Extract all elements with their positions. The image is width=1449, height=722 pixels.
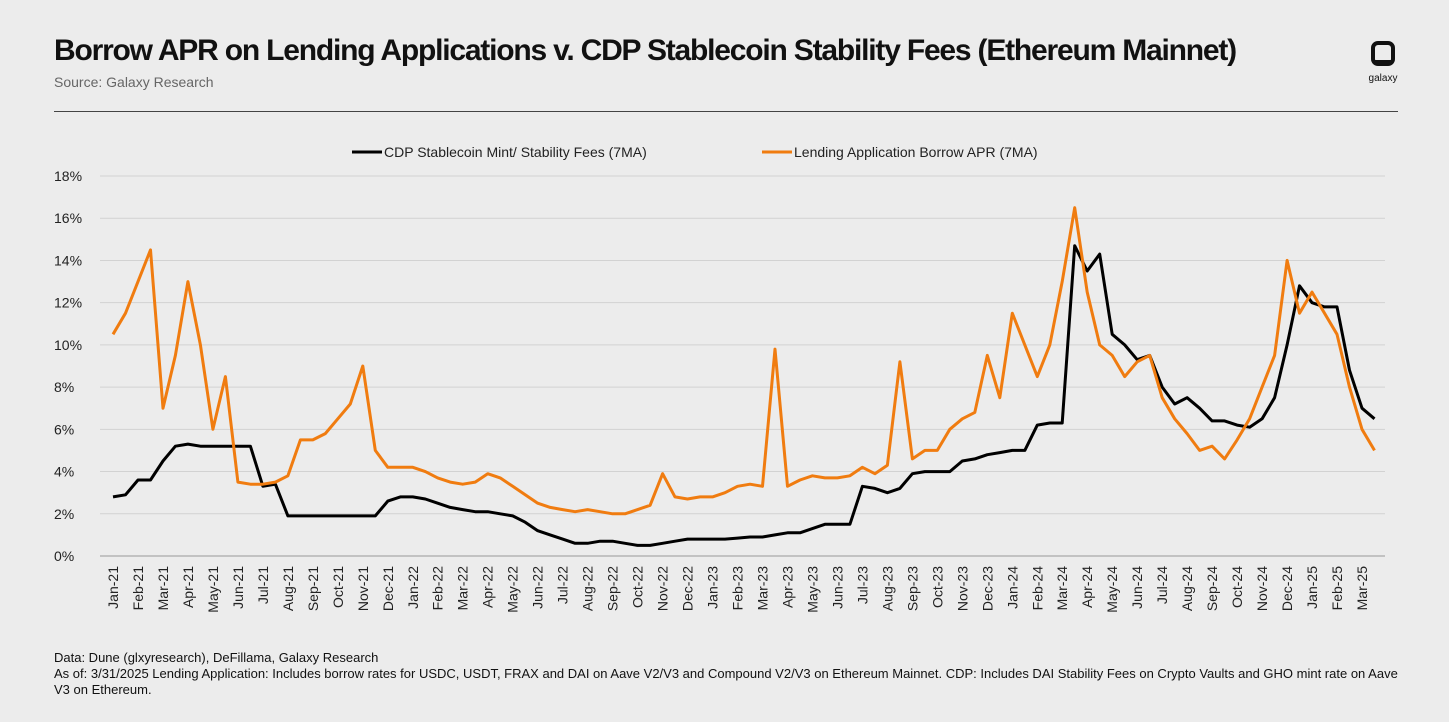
logo-text: galaxy — [1368, 73, 1398, 84]
chart-subtitle: Source: Galaxy Research — [54, 74, 214, 90]
x-tick-label: Feb-21 — [130, 566, 146, 611]
x-tick-label: Jan-23 — [705, 566, 721, 609]
x-tick-label: Feb-24 — [1029, 566, 1045, 611]
x-tick-label: May-23 — [804, 566, 820, 613]
x-tick-label: Sep-22 — [605, 566, 621, 611]
x-tick-label: Mar-22 — [455, 566, 471, 611]
x-tick-label: Apr-23 — [779, 566, 795, 608]
series-line — [112, 244, 1376, 547]
x-tick-label: Jan-22 — [405, 566, 421, 609]
note: As of: 3/31/2025 Lending Application: In… — [54, 666, 1398, 697]
y-tick-label: 12% — [54, 295, 82, 311]
y-tick-label: 4% — [54, 464, 74, 480]
divider — [54, 111, 1398, 112]
x-tick-label: Nov-24 — [1254, 566, 1270, 611]
x-tick-label: Jan-25 — [1304, 566, 1320, 609]
y-tick-label: 14% — [54, 252, 82, 268]
x-tick-label: Mar-24 — [1054, 566, 1070, 611]
x-tick-label: Sep-24 — [1204, 566, 1220, 611]
x-tick-label: Feb-23 — [730, 566, 746, 611]
x-tick-label: Mar-23 — [754, 566, 770, 611]
legend-label: CDP Stablecoin Mint/ Stability Fees (7MA… — [384, 144, 647, 160]
y-tick-label: 16% — [54, 210, 82, 226]
x-tick-label: Dec-21 — [380, 566, 396, 611]
x-tick-label: Mar-21 — [155, 566, 171, 611]
x-tick-label: Oct-22 — [630, 566, 646, 608]
x-tick-label: Jul-22 — [555, 566, 571, 604]
x-tick-label: Jan-21 — [105, 566, 121, 609]
y-tick-label: 18% — [54, 168, 82, 184]
x-tick-label: Jul-23 — [854, 566, 870, 604]
x-tick-label: Apr-24 — [1079, 566, 1095, 608]
y-tick-label: 2% — [54, 506, 74, 522]
x-tick-label: Jul-24 — [1154, 566, 1170, 604]
x-tick-label: Aug-23 — [879, 566, 895, 611]
chart-title: Borrow APR on Lending Applications v. CD… — [54, 34, 1237, 67]
x-tick-label: Dec-22 — [680, 566, 696, 611]
x-tick-label: Feb-22 — [430, 566, 446, 611]
x-tick-label: Feb-25 — [1329, 566, 1345, 611]
x-tick-label: Dec-24 — [1279, 566, 1295, 611]
x-tick-label: Apr-21 — [180, 566, 196, 608]
logo: galaxy — [1366, 40, 1400, 84]
x-tick-label: Apr-22 — [480, 566, 496, 608]
x-tick-label: Sep-21 — [305, 566, 321, 611]
x-tick-label: May-21 — [205, 566, 221, 613]
y-tick-label: 10% — [54, 337, 82, 353]
x-tick-label: May-22 — [505, 566, 521, 613]
x-tick-label: Sep-23 — [904, 566, 920, 611]
logo-icon — [1371, 41, 1395, 66]
x-tick-label: Nov-22 — [655, 566, 671, 611]
x-tick-label: Oct-21 — [330, 566, 346, 608]
x-tick-label: Nov-23 — [954, 566, 970, 611]
notes: Data: Dune (glxyresearch), DeFillama, Ga… — [54, 650, 1404, 698]
x-tick-label: Jun-23 — [829, 566, 845, 609]
x-tick-label: Aug-21 — [280, 566, 296, 611]
x-tick-label: Aug-24 — [1179, 566, 1195, 611]
note: Data: Dune (glxyresearch), DeFillama, Ga… — [54, 650, 379, 665]
x-tick-label: Oct-23 — [929, 566, 945, 608]
x-tick-label: Aug-22 — [580, 566, 596, 611]
y-tick-label: 0% — [54, 548, 74, 564]
x-tick-label: Jun-24 — [1129, 566, 1145, 609]
y-tick-label: 8% — [54, 379, 74, 395]
x-tick-label: Jan-24 — [1004, 566, 1020, 609]
x-tick-label: Jun-22 — [530, 566, 546, 609]
x-tick-label: Dec-23 — [979, 566, 995, 611]
x-tick-label: Nov-21 — [355, 566, 371, 611]
x-tick-label: May-24 — [1104, 566, 1120, 613]
x-tick-label: Oct-24 — [1229, 566, 1245, 608]
x-tick-label: Jun-21 — [230, 566, 246, 609]
x-tick-label: Jul-21 — [255, 566, 271, 604]
y-tick-label: 6% — [54, 421, 74, 437]
legend-label: Lending Application Borrow APR (7MA) — [794, 144, 1038, 160]
x-tick-label: Mar-25 — [1354, 566, 1370, 611]
series-line — [111, 206, 1376, 516]
